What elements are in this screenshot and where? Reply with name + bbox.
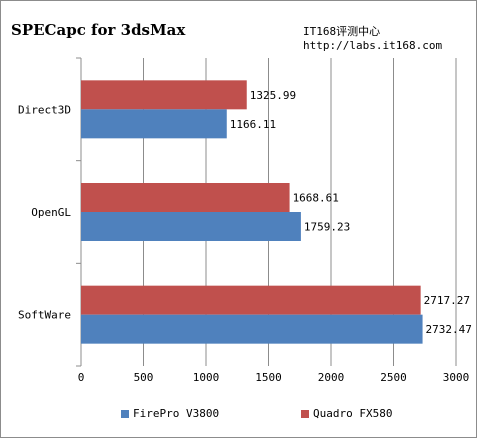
x-tick-label-2500: 2500 xyxy=(380,371,407,384)
category-label-opengl: OpenGL xyxy=(31,206,71,219)
legend-swatch-firepro xyxy=(121,409,129,418)
bar-firepro-opengl xyxy=(81,212,301,241)
x-tick-label-3000: 3000 xyxy=(443,371,470,384)
category-label-direct3d: Direct3D xyxy=(18,103,71,116)
x-tick-label-2000: 2000 xyxy=(318,371,345,384)
chart-title: SPECapc for 3dsMax xyxy=(11,21,186,39)
x-tick-label-0: 0 xyxy=(78,371,85,384)
legend-label-quadro: Quadro FX580 xyxy=(313,407,393,420)
x-tick-label-1000: 1000 xyxy=(193,371,220,384)
x-tick-label-500: 500 xyxy=(134,371,154,384)
legend: FirePro V3800 Quadro FX580 xyxy=(1,407,476,423)
watermark-line-2: http://labs.it168.com xyxy=(303,39,443,52)
bar-firepro-software xyxy=(81,314,423,344)
data-label-quadro-software: 2717.27 xyxy=(424,294,470,307)
category-label-software: SoftWare xyxy=(18,309,71,322)
legend-swatch-quadro xyxy=(301,409,309,418)
watermark-line-1: IT168评测中心 xyxy=(303,25,381,38)
data-label-quadro-direct3d: 1325.99 xyxy=(250,89,296,102)
x-tick-label-1500: 1500 xyxy=(255,371,282,384)
bar-quadro-software xyxy=(81,285,421,315)
bar-quadro-direct3d xyxy=(81,80,247,110)
data-label-firepro-opengl: 1759.23 xyxy=(304,221,350,234)
bar-quadro-opengl xyxy=(81,183,290,212)
bar-firepro-direct3d xyxy=(81,109,227,139)
legend-label-firepro: FirePro V3800 xyxy=(133,407,220,420)
legend-item-quadro: Quadro FX580 xyxy=(301,407,392,420)
legend-item-firepro: FirePro V3800 xyxy=(121,407,219,420)
data-label-firepro-software: 2732.47 xyxy=(426,323,472,336)
data-label-quadro-opengl: 1668.61 xyxy=(293,192,339,205)
data-label-firepro-direct3d: 1166.11 xyxy=(230,118,276,131)
